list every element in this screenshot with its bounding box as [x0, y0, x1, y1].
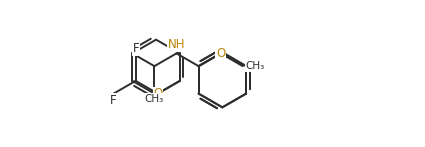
Text: F: F: [132, 42, 139, 55]
Text: O: O: [153, 87, 162, 100]
Text: CH₃: CH₃: [145, 94, 164, 104]
Text: F: F: [110, 94, 117, 107]
Text: CH₃: CH₃: [246, 61, 265, 71]
Text: NH: NH: [168, 38, 185, 51]
Text: O: O: [216, 47, 225, 60]
